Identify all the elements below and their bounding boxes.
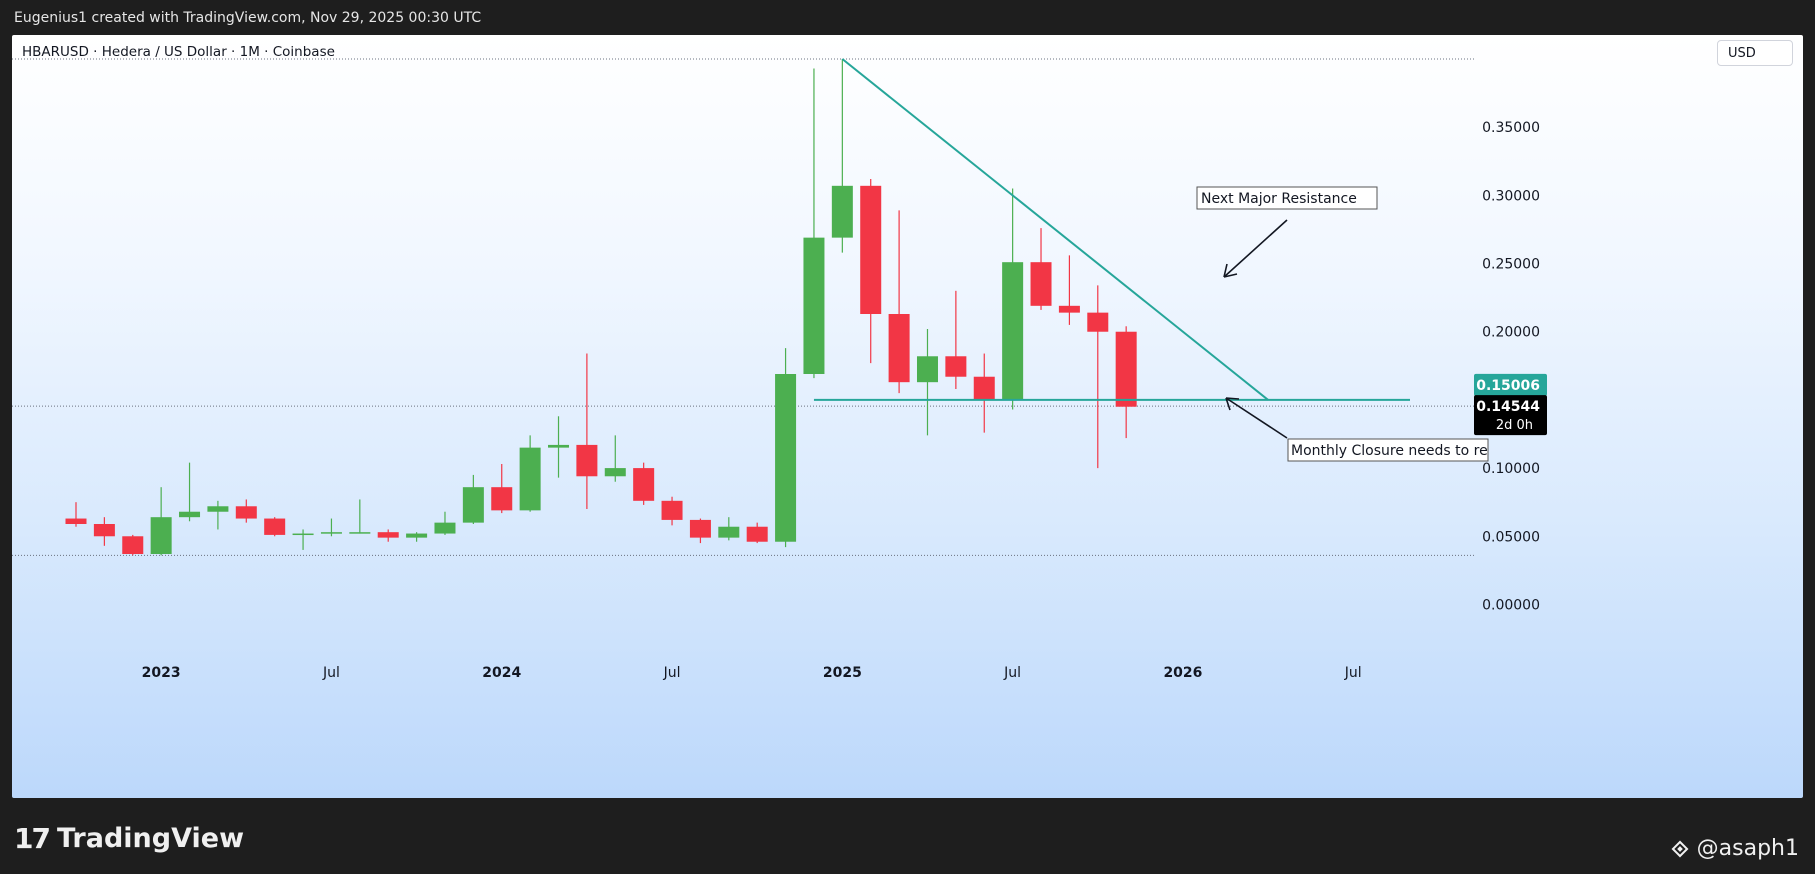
y-tick-label: 0.05000 [1482,529,1540,545]
created-by-header: Eugenius1 created with TradingView.com, … [14,10,482,26]
y-tick-label: 0.20000 [1482,325,1540,341]
price-tag-level [1474,373,1547,396]
currency-button[interactable]: USD [1717,40,1793,66]
annotation-monthly-closure-note: Monthly Closure needs to re [1291,443,1488,459]
binance-square-icon [1671,840,1689,857]
candle-body [888,314,910,383]
annotation-arrow [1225,397,1288,439]
annotation-box [1196,186,1378,210]
candle-body [604,468,626,477]
x-tick-label: Jul [1003,665,1021,681]
candle-body [179,511,201,518]
author-signature: @asaph1 [1669,836,1799,861]
tradingview-brand: 17 TradingView [14,822,244,855]
candle-body [320,532,342,534]
chart-pane[interactable]: 0.35000 0.30000 0.25000 0.20000 0.10000 0.050… [12,35,1803,798]
candle-body [945,356,967,377]
x-tick-label: 2023 [142,665,181,681]
candle-body [831,185,853,238]
candle-body [860,185,882,314]
candle-body [916,356,938,383]
candle-body [775,374,797,542]
y-tick-label: 0.30000 [1482,188,1540,204]
candle-body [292,533,314,536]
y-tick-label: 0.00000 [1482,597,1540,613]
candle-body [491,487,513,511]
annotation-arrow [1223,219,1288,278]
candle-body [122,536,144,554]
y-tick-label: 0.10000 [1482,461,1540,477]
candle-body [803,237,825,374]
annotation-arrowhead [1225,397,1240,411]
candle-body [689,519,711,538]
annotation-arrowhead [1223,263,1238,278]
price-chart[interactable]: 0.35000 0.30000 0.25000 0.20000 0.10000 0.050… [12,35,1803,798]
candle-body [973,376,995,400]
x-tick-label: 2025 [823,665,862,681]
candle-body [434,522,456,534]
x-tick-label: 2024 [482,665,521,681]
candle-body [1087,312,1109,332]
candle-body [93,524,115,537]
candle-body [406,533,428,538]
candle-body [746,526,768,542]
x-tick-label: Jul [663,665,681,681]
candle-body [377,532,399,538]
candle-body [633,468,655,501]
candle-body [661,500,683,520]
tradingview-wordmark: TradingView [56,823,245,854]
candle-body [519,447,541,511]
trendline-descending-resistance [841,58,1269,401]
price-tag-level-label: 0.15006 [1476,378,1540,394]
candle-body [718,526,740,538]
candle-body [1115,331,1137,407]
annotation-box [1287,438,1489,462]
x-tick-label: 2026 [1163,665,1202,681]
candle-body [1058,305,1080,313]
candle-body [235,506,257,519]
x-tick-label: Jul [1344,665,1362,681]
symbol-title: HBARUSD · Hedera / US Dollar · 1M · Coin… [22,44,335,60]
y-tick-label: 0.35000 [1482,120,1540,136]
price-tag-last-label: 0.14544 [1476,399,1540,415]
candle-body [150,517,172,554]
candle-body [1030,262,1052,306]
candle-body [65,518,87,524]
candle-body [349,532,371,534]
x-tick-label: Jul [322,665,340,681]
price-tag-last [1474,395,1547,436]
author-handle: @asaph1 [1696,836,1799,861]
candle-body [207,506,229,512]
candle-body [264,518,286,535]
candle-body [1002,262,1024,400]
annotation-next-major-resistance: Next Major Resistance [1201,191,1357,207]
candle-body [576,444,598,477]
candle-body [548,444,570,448]
price-tag-countdown: 2d 0h [1496,418,1533,433]
y-tick-label: 0.25000 [1482,257,1540,273]
tradingview-logo-icon: 17 [14,822,51,855]
candle-body [462,487,484,523]
